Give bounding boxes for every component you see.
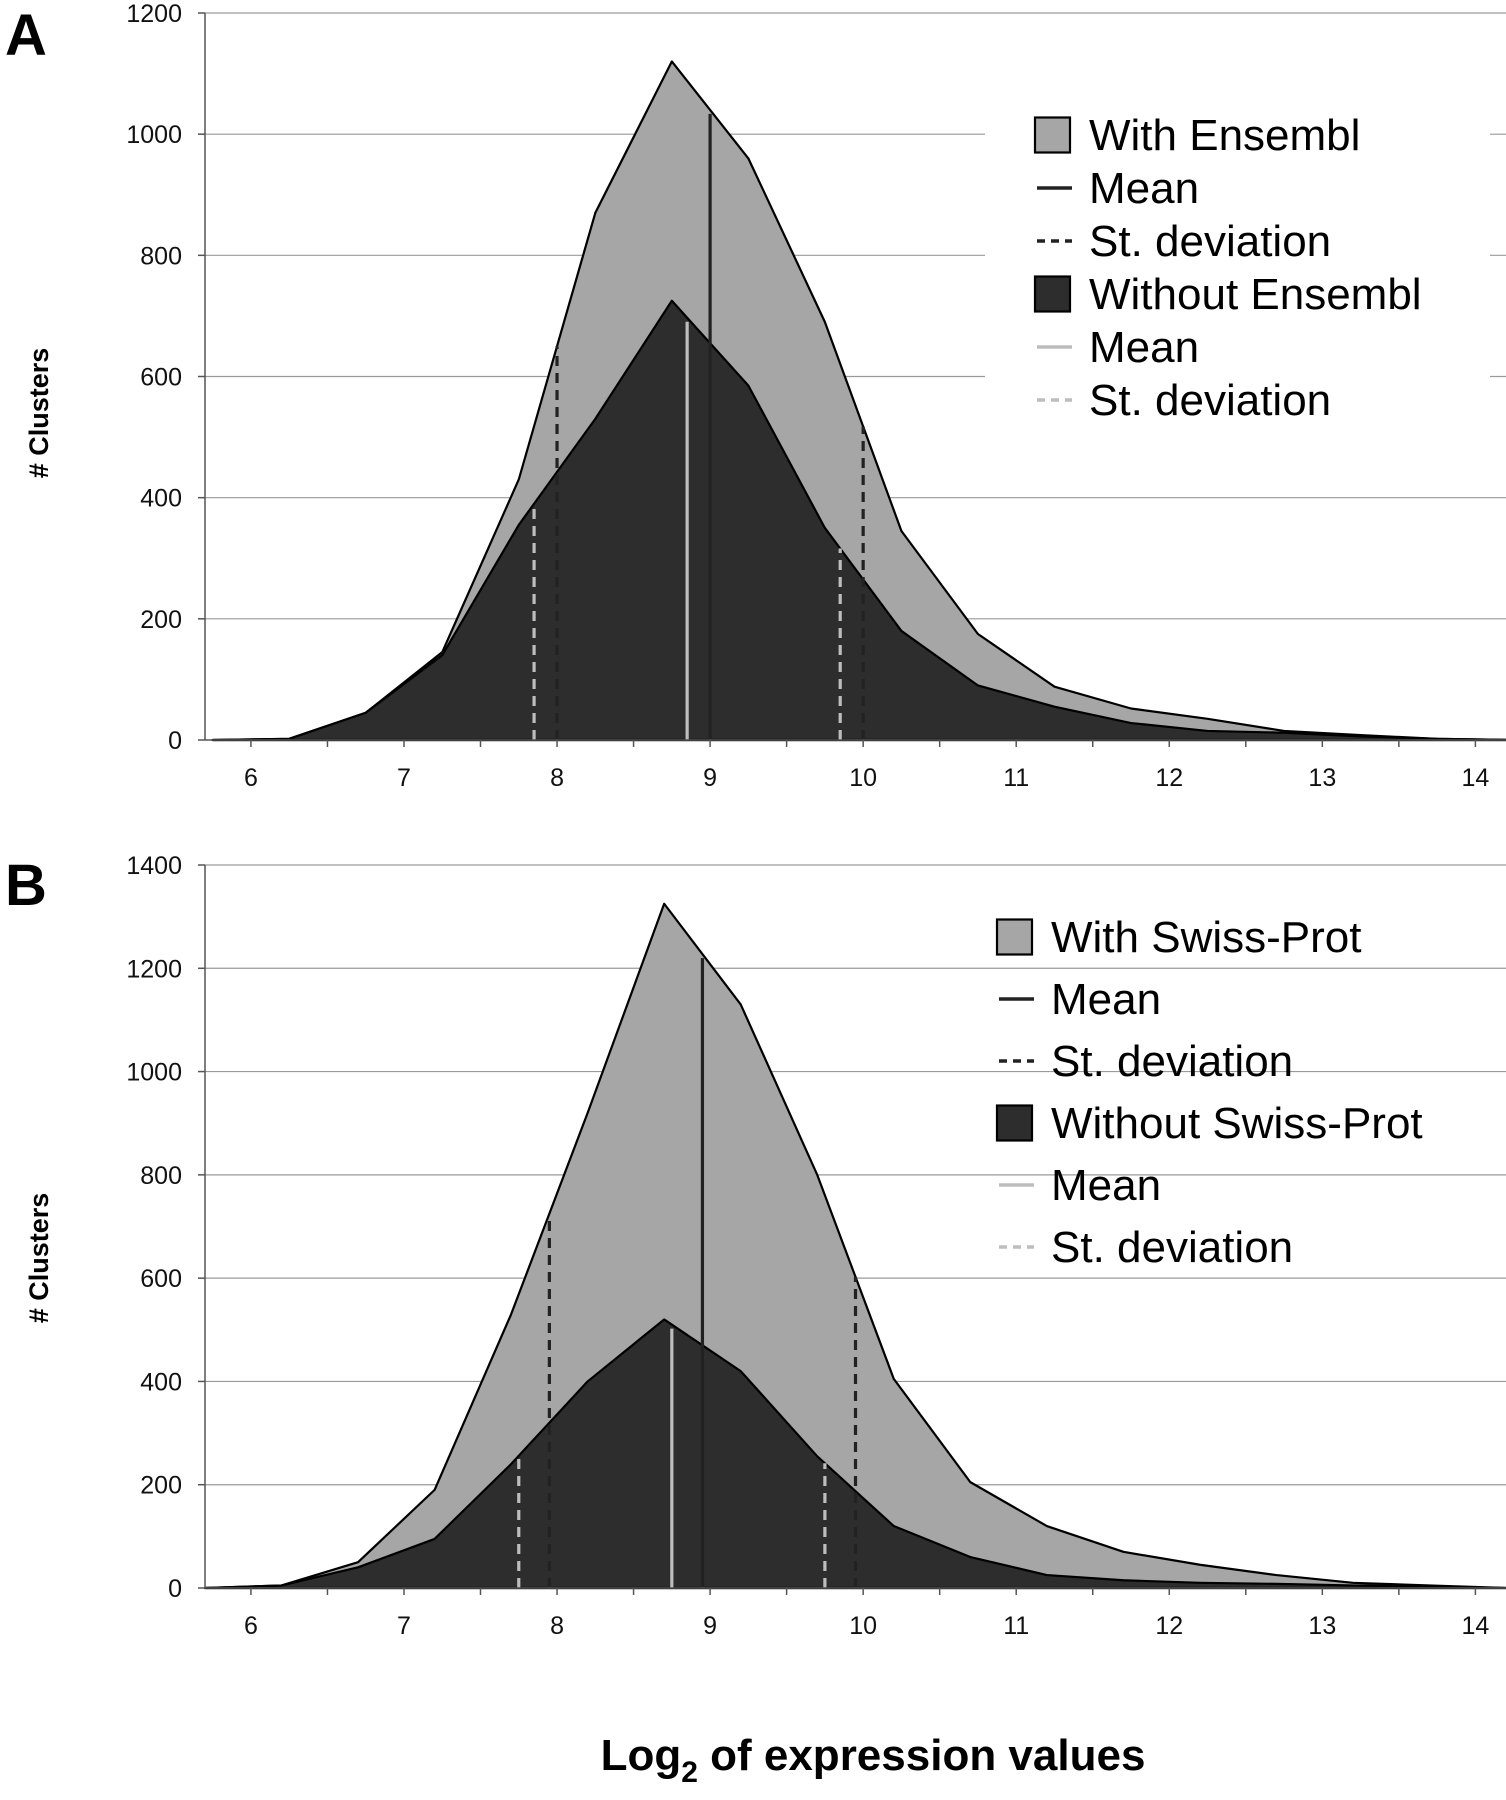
legend-label: St. deviation — [1089, 217, 1331, 266]
panel-b-letter: B — [5, 853, 47, 918]
legend-label: St. deviation — [1051, 1223, 1293, 1272]
y-tick-label: 200 — [140, 1472, 182, 1500]
y-tick-label: 1000 — [126, 1059, 182, 1087]
panel-b-y-axis-label: # Clusters — [24, 1193, 54, 1324]
x-axis-title-rest: of expression values — [698, 1731, 1146, 1780]
y-tick-label: 1200 — [126, 955, 182, 983]
legend-label: Mean — [1051, 1161, 1161, 1210]
x-tick-label: 7 — [397, 1612, 411, 1640]
legend-label: Without Ensembl — [1089, 270, 1422, 319]
legend-label: Mean — [1051, 975, 1161, 1024]
x-tick-label: 14 — [1461, 764, 1489, 792]
x-tick-label: 9 — [703, 1612, 717, 1640]
x-tick-label: 6 — [244, 1612, 258, 1640]
panel-a-marker-lines — [532, 113, 865, 740]
panel-a-gridlines — [205, 12, 1506, 620]
panel-b-areas — [203, 902, 1506, 1590]
x-tick-label: 7 — [397, 764, 411, 792]
x-tick-label: 13 — [1308, 764, 1336, 792]
x-tick-label: 13 — [1308, 1612, 1336, 1640]
y-tick-label: 600 — [140, 1265, 182, 1293]
x-tick-label: 12 — [1155, 1612, 1183, 1640]
legend-label: With Swiss-Prot — [1051, 913, 1361, 962]
y-tick-label: 600 — [140, 364, 182, 392]
legend-swatch-with — [1033, 116, 1072, 154]
series-area-without — [211, 299, 1506, 742]
series-area-without — [203, 1318, 1506, 1590]
x-tick-label: 9 — [703, 764, 717, 792]
legend-label: Mean — [1089, 164, 1199, 213]
panel-b-x-ticks: 6 7 8 9 10 11 12 13 14 — [244, 1588, 1489, 1640]
y-tick-label: 800 — [140, 242, 182, 270]
legend-label: St. deviation — [1089, 376, 1331, 425]
panel-a-letter: A — [5, 3, 47, 68]
panel-b-marker-lines — [517, 958, 858, 1588]
y-tick-label: 400 — [140, 485, 182, 513]
x-tick-label: 8 — [550, 764, 564, 792]
legend-label: With Ensembl — [1089, 111, 1360, 160]
panel-b-legend: With Swiss-Prot Mean St. deviation Without … — [995, 913, 1423, 1272]
panel-a-y-ticks: 0 200 400 600 800 1000 1200 — [126, 0, 205, 755]
x-axis-title-main: Log — [601, 1731, 682, 1780]
panel-a: A # Clusters 0 200 400 600 800 1000 1200 6 7 8 9 1… — [5, 0, 1506, 792]
panel-a-areas — [211, 60, 1506, 742]
x-tick-label: 12 — [1155, 764, 1183, 792]
panel-b: B # Clusters 0 200 400 600 800 1000 1200 1400 6… — [5, 852, 1506, 1640]
y-tick-label: 1200 — [126, 0, 182, 28]
legend-label: Mean — [1089, 323, 1199, 372]
y-tick-label: 200 — [140, 606, 182, 634]
y-tick-label: 800 — [140, 1162, 182, 1190]
series-area-with — [203, 902, 1506, 1590]
legend-label: St. deviation — [1051, 1037, 1293, 1086]
panel-b-y-ticks: 0 200 400 600 800 1000 1200 1400 — [126, 852, 205, 1603]
y-tick-label: 1000 — [126, 121, 182, 149]
y-tick-label: 1400 — [126, 852, 182, 880]
legend-swatch-without — [995, 1104, 1034, 1142]
legend-swatch-without — [1033, 275, 1072, 313]
x-tick-label: 14 — [1461, 1612, 1489, 1640]
x-axis-title-subscript: 2 — [681, 1756, 698, 1789]
x-tick-label: 10 — [849, 1612, 877, 1640]
x-tick-label: 6 — [244, 764, 258, 792]
y-tick-label: 0 — [168, 727, 182, 755]
panel-a-y-axis-label: # Clusters — [24, 348, 54, 479]
panel-b-axes — [204, 865, 1506, 1589]
y-tick-label: 0 — [168, 1575, 182, 1603]
x-tick-label: 11 — [1003, 764, 1029, 792]
y-tick-label: 400 — [140, 1368, 182, 1396]
x-tick-label: 10 — [849, 764, 877, 792]
x-axis-title: Log2 of expression values — [601, 1731, 1146, 1789]
legend-label: Without Swiss-Prot — [1051, 1099, 1423, 1148]
x-tick-label: 8 — [550, 1612, 564, 1640]
legend-swatch-with — [995, 918, 1034, 956]
panel-a-x-ticks: 6 7 8 9 10 11 12 13 14 — [244, 740, 1489, 792]
x-tick-label: 11 — [1003, 1612, 1029, 1640]
